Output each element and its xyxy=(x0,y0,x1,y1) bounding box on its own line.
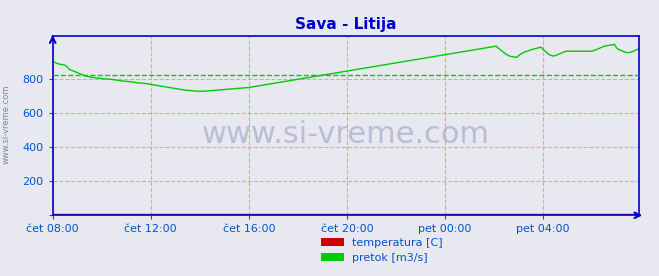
Text: www.si-vreme.com: www.si-vreme.com xyxy=(2,84,11,164)
Text: www.si-vreme.com: www.si-vreme.com xyxy=(202,120,490,149)
Legend: temperatura [C], pretok [m3/s]: temperatura [C], pretok [m3/s] xyxy=(317,233,447,268)
Title: Sava - Litija: Sava - Litija xyxy=(295,17,397,32)
